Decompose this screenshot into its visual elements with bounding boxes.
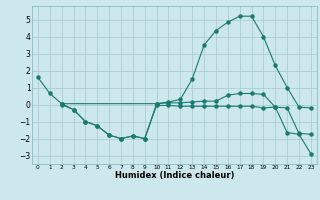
X-axis label: Humidex (Indice chaleur): Humidex (Indice chaleur): [115, 171, 234, 180]
